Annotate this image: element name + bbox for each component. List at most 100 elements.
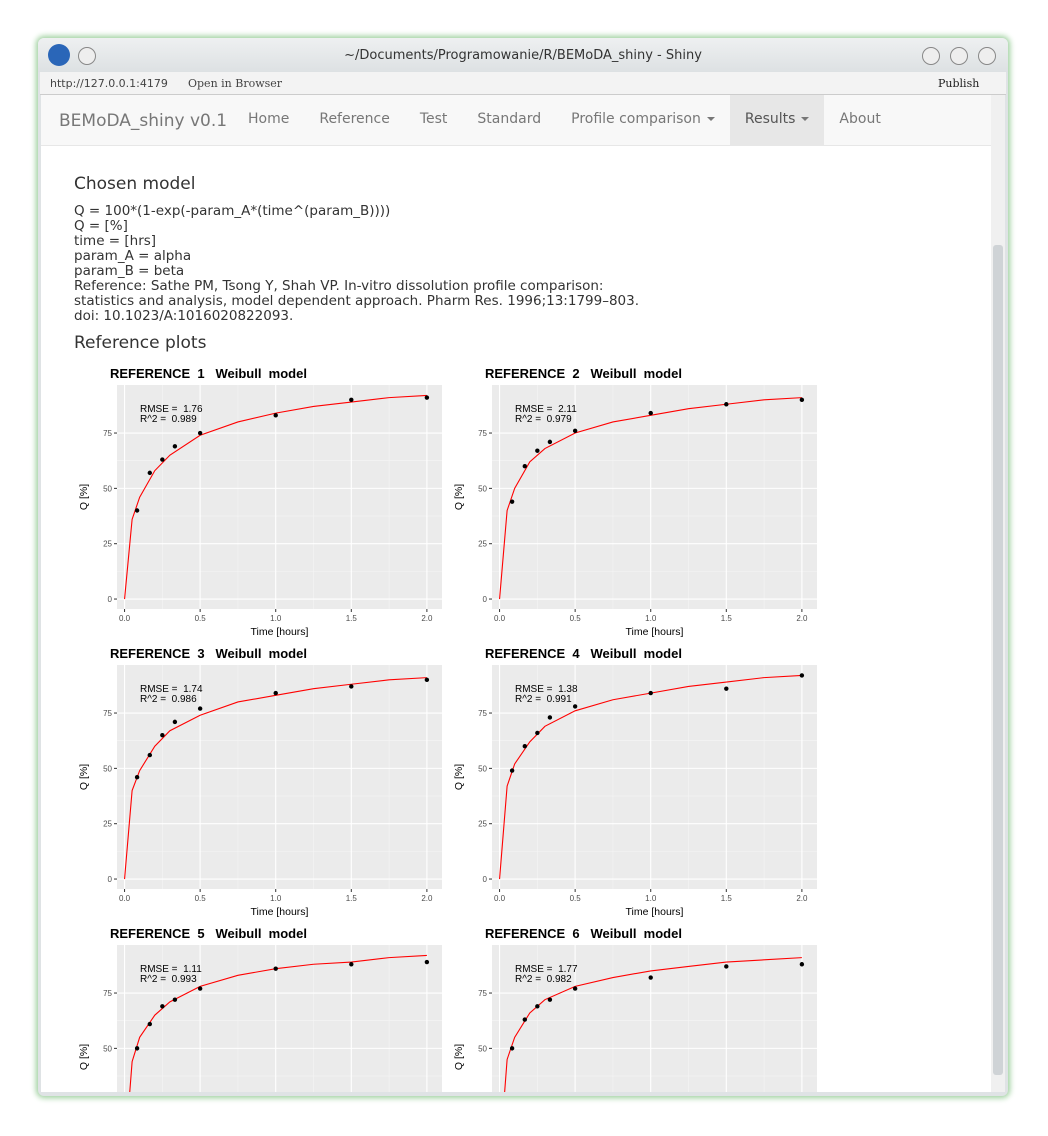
x-tick-label: 1.0 <box>645 894 657 903</box>
open-in-browser[interactable]: Open in Browser <box>188 77 283 90</box>
x-tick-label: 2.0 <box>796 614 808 623</box>
data-point <box>509 768 515 773</box>
menu-button[interactable] <box>78 47 96 65</box>
x-tick-label: 2.0 <box>421 894 433 903</box>
x-tick-label: 0.0 <box>494 614 506 623</box>
data-point <box>172 444 178 449</box>
chart-title: REFERENCE 5 Weibull model <box>110 926 307 941</box>
data-point <box>648 975 653 980</box>
data-point <box>724 964 729 969</box>
data-point <box>134 508 140 513</box>
data-point <box>424 677 430 683</box>
y-axis-label: Q [%] <box>78 484 90 510</box>
model-line: time = [hrs] <box>74 233 157 249</box>
y-tick-label: 0 <box>108 875 113 884</box>
data-point <box>648 410 653 416</box>
y-tick-label: 50 <box>103 1044 112 1053</box>
fit-line <box>499 674 802 880</box>
data-point <box>648 690 653 696</box>
maximize-button[interactable] <box>950 47 968 65</box>
data-point <box>197 986 203 991</box>
minimize-button[interactable] <box>922 47 940 65</box>
toolbar: http://127.0.0.1:4179 Open in Browser Pu… <box>40 72 1006 95</box>
plot: REFERENCE 3 Weibull model 0 25 50 75 0.0 0.5 1.… <box>78 646 442 918</box>
x-axis-label: Time [hours] <box>251 626 309 638</box>
y-tick-label: 75 <box>478 989 487 998</box>
y-tick-label: 75 <box>478 709 487 718</box>
url: http://127.0.0.1:4179 <box>50 77 168 90</box>
annotation: RMSE = 1.76 <box>140 404 203 415</box>
y-tick-label: 50 <box>103 484 112 493</box>
nav-item[interactable]: Results <box>729 95 825 145</box>
nav-item[interactable]: About <box>839 111 881 127</box>
fit-line <box>504 957 802 1092</box>
chart-title: REFERENCE 2 Weibull model <box>485 366 682 381</box>
x-tick-label: 1.0 <box>270 614 282 623</box>
x-tick-label: 1.5 <box>721 894 733 903</box>
model-line: Q = [%] <box>74 218 128 234</box>
data-point <box>547 439 553 445</box>
nav-item[interactable]: Profile comparison <box>556 95 730 145</box>
y-tick-label: 75 <box>103 429 112 438</box>
heading: Chosen model <box>74 174 196 194</box>
app-icon <box>48 44 70 66</box>
x-tick-label: 2.0 <box>796 894 808 903</box>
plot: REFERENCE 5 Weibull model02550750.00.51.… <box>78 926 442 1092</box>
data-point <box>424 959 430 965</box>
annotation: R^2 = 0.979 <box>515 414 572 425</box>
fit-line <box>124 394 427 600</box>
nav-item[interactable]: Home <box>248 111 290 127</box>
data-point <box>349 962 354 967</box>
data-point <box>799 962 805 967</box>
annotation: RMSE = 2.11 <box>515 404 577 415</box>
x-tick-label: 0.5 <box>570 614 582 623</box>
heading: Reference plots <box>74 333 207 353</box>
panel <box>117 945 442 1092</box>
title-bar: ~/Documents/Programowanie/R/BEMoDA_shiny… <box>38 38 1008 72</box>
data-point <box>134 775 140 780</box>
nav-item[interactable]: Test <box>419 111 448 127</box>
data-point <box>724 686 729 691</box>
y-tick-label: 25 <box>103 540 112 549</box>
data-point <box>572 986 578 991</box>
data-point <box>349 684 354 689</box>
window-title: ~/Documents/Programowanie/R/BEMoDA_shiny… <box>344 48 702 63</box>
data-point <box>160 1004 165 1009</box>
fit-line <box>499 397 802 600</box>
scroll-thumb[interactable] <box>993 245 1003 1075</box>
x-tick-label: 0.5 <box>570 894 582 903</box>
data-point <box>522 464 528 469</box>
nav-item[interactable]: Standard <box>477 111 542 127</box>
x-tick-label: 0.0 <box>119 614 131 623</box>
panel <box>492 945 817 1092</box>
data-point <box>799 397 805 403</box>
y-tick-label: 25 <box>103 820 112 829</box>
annotation: R^2 = 0.991 <box>515 694 572 705</box>
y-axis-label: Q [%] <box>453 1044 465 1070</box>
y-tick-label: 50 <box>478 484 487 493</box>
app: BEMoDA_shiny v0.1 Home Reference Test Stand… <box>41 95 991 1092</box>
annotation: R^2 = 0.989 <box>140 414 197 425</box>
nav-item[interactable]: Reference <box>319 111 390 127</box>
data-point <box>197 706 203 711</box>
y-tick-label: 50 <box>478 1044 487 1053</box>
data-point <box>160 457 165 462</box>
plot: REFERENCE 1 Weibull model 0 25 50 75 0.0 0.5 1.… <box>78 366 442 638</box>
data-point <box>547 997 553 1002</box>
model-line: Q = 100*(1-exp(-param_A*(time^(param_B))… <box>74 203 391 219</box>
data-point <box>424 395 430 400</box>
y-tick-label: 0 <box>483 875 488 884</box>
model-text: Q = 100*(1-exp(-param_A*(time^(param_B))… <box>74 204 664 324</box>
publish-button[interactable]: Publish <box>938 77 980 90</box>
plot: REFERENCE 6 Weibull model02550750.00.51.… <box>453 926 817 1092</box>
close-button[interactable] <box>978 47 996 65</box>
y-tick-label: 0 <box>483 595 488 604</box>
data-point <box>172 997 178 1002</box>
scrollbar[interactable] <box>991 95 1005 1092</box>
annotation: RMSE = 1.77 <box>515 964 578 975</box>
chart-title: REFERENCE 3 Weibull model <box>110 646 307 661</box>
brand[interactable]: BEMoDA_shiny v0.1 <box>59 111 228 131</box>
y-tick-label: 50 <box>478 764 487 773</box>
x-tick-label: 0.0 <box>494 894 506 903</box>
